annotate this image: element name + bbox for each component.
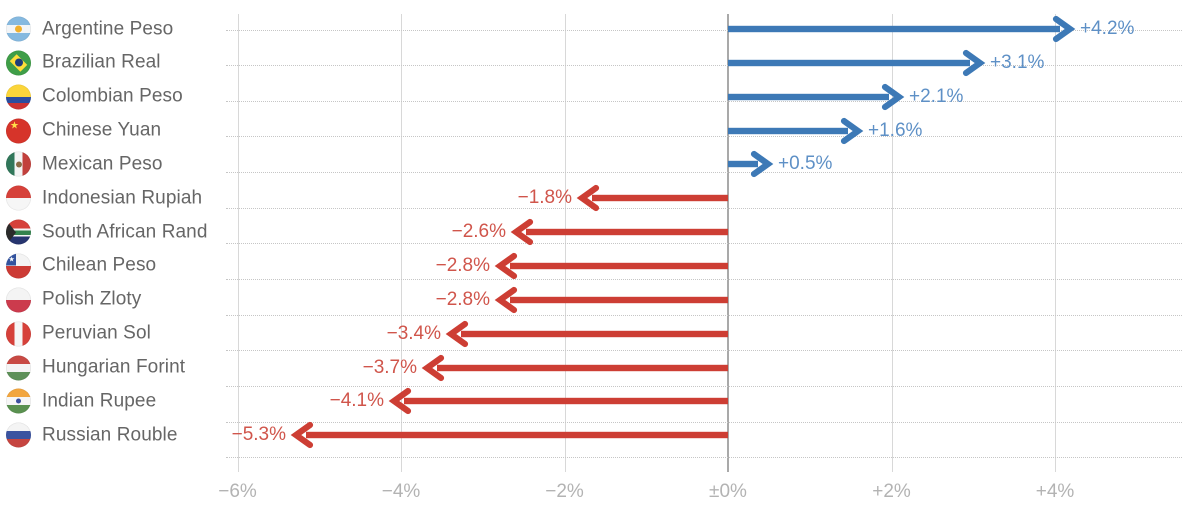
flag-mexico-icon — [6, 151, 31, 177]
gridline — [564, 14, 566, 472]
change-value-label: +3.1% — [990, 51, 1045, 73]
change-value-label: +2.1% — [909, 85, 964, 107]
x-tick-label: +4% — [1035, 481, 1075, 502]
change-value-label: +0.5% — [778, 153, 833, 175]
currency-name: Hungarian Forint — [42, 356, 186, 378]
negative-change-arrow — [388, 388, 728, 415]
change-value-label: −2.8% — [435, 254, 490, 276]
change-value-label: +4.2% — [1080, 18, 1135, 39]
flag-hungary-icon — [6, 355, 31, 380]
positive-change-arrow — [728, 15, 1076, 43]
x-tick-label: ±0% — [709, 481, 747, 502]
currency-row-label: Colombian Peso — [6, 84, 183, 110]
currency-row-label: Argentine Peso — [6, 16, 174, 42]
negative-change-arrow — [494, 252, 728, 280]
change-value-label: −2.6% — [451, 221, 506, 243]
gridline — [401, 14, 402, 472]
currency-row-label: Indian Rupee — [6, 388, 157, 414]
currency-name: Chilean Peso — [42, 254, 157, 276]
negative-change-arrow — [576, 185, 728, 212]
x-tick-label: −6% — [218, 481, 257, 502]
change-value-label: −3.4% — [386, 322, 441, 344]
change-value-label: −3.7% — [362, 356, 417, 378]
currency-name: Brazilian Real — [42, 51, 161, 73]
x-tick-label: −2% — [545, 481, 584, 502]
row-leader-line — [226, 29, 1182, 31]
gridline — [1055, 14, 1056, 472]
flag-poland-icon — [6, 287, 31, 313]
currency-row-label: Russian Rouble — [6, 422, 178, 448]
flag-south-africa-icon — [6, 219, 31, 245]
currency-name: Argentine Peso — [42, 18, 174, 39]
flag-india-icon — [6, 388, 31, 414]
gridline — [237, 14, 239, 472]
row-leader-line — [226, 243, 1182, 245]
currency-name: Indian Rupee — [42, 390, 157, 412]
currency-name: Polish Zloty — [42, 288, 142, 310]
currency-name: Chinese Yuan — [42, 119, 162, 141]
flag-china-icon — [6, 118, 31, 144]
change-value-label: −4.1% — [329, 390, 384, 412]
negative-change-arrow — [510, 218, 728, 246]
row-leader-line — [226, 136, 1182, 138]
positive-change-arrow — [728, 117, 864, 144]
x-tick-label: −4% — [381, 481, 421, 502]
row-leader-line — [226, 386, 1182, 387]
change-value-label: −1.8% — [517, 187, 572, 209]
zero-baseline — [727, 14, 729, 472]
change-value-label: −2.8% — [435, 288, 490, 310]
row-leader-line — [226, 65, 1182, 67]
flag-colombia-icon — [6, 84, 31, 110]
flag-indonesia-icon — [6, 185, 31, 211]
row-leader-line — [226, 457, 1182, 459]
row-leader-line — [226, 279, 1182, 281]
flag-peru-icon — [6, 321, 31, 347]
currency-name: Peruvian Sol — [42, 322, 151, 344]
negative-change-arrow — [494, 286, 728, 313]
currency-name: Indonesian Rupiah — [42, 187, 203, 209]
currency-row-label: Peruvian Sol — [6, 321, 151, 347]
row-leader-line — [226, 172, 1182, 174]
positive-change-arrow — [728, 83, 905, 110]
gridline — [891, 14, 893, 472]
row-leader-line — [226, 421, 1182, 423]
row-leader-line — [226, 314, 1182, 316]
currency-row-label: Chilean Peso — [6, 253, 157, 279]
currency-row-label: Mexican Peso — [6, 151, 163, 177]
currency-row-label: Polish Zloty — [6, 287, 142, 313]
flag-chile-icon — [6, 253, 31, 279]
currency-row-label: Chinese Yuan — [6, 118, 162, 144]
currency-row-label: Hungarian Forint — [6, 355, 185, 380]
negative-change-arrow — [290, 422, 728, 449]
row-leader-line — [226, 207, 1182, 209]
currency-row-label: South African Rand — [6, 219, 208, 245]
currency-name: Colombian Peso — [42, 85, 183, 107]
currency-name: South African Rand — [42, 221, 208, 243]
change-value-label: −5.3% — [231, 424, 286, 446]
negative-change-arrow — [445, 320, 728, 347]
currency-name: Russian Rouble — [42, 424, 178, 446]
row-leader-line — [226, 100, 1182, 102]
currency-name: Mexican Peso — [42, 153, 163, 175]
flag-russia-icon — [6, 422, 31, 448]
change-value-label: +1.6% — [868, 119, 923, 141]
flag-argentina-icon — [6, 16, 31, 42]
x-tick-label: +2% — [872, 481, 911, 502]
row-leader-line — [226, 350, 1182, 352]
negative-change-arrow — [421, 354, 728, 381]
positive-change-arrow — [728, 49, 986, 76]
currency-row-label: Brazilian Real — [6, 50, 161, 76]
currency-row-label: Indonesian Rupiah — [6, 185, 203, 211]
flag-brazil-icon — [6, 50, 31, 76]
positive-change-arrow — [728, 151, 774, 178]
